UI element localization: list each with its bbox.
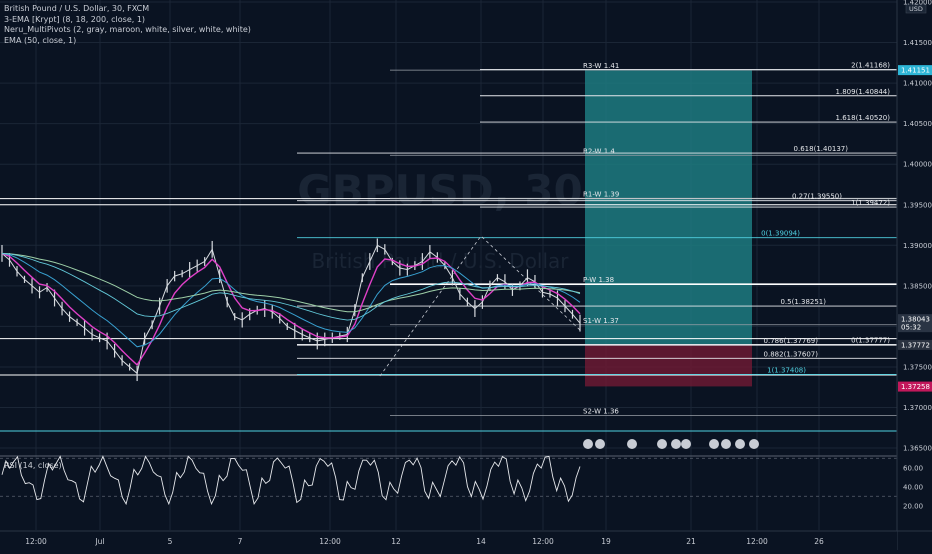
time-tick: 5 — [168, 537, 173, 546]
fib-label: 0(1.37777) — [851, 336, 890, 344]
fib-label: 2(1.41168) — [851, 61, 890, 69]
rsi-title: RSI (14, close) — [4, 461, 62, 470]
price-tick: 1.40500 — [903, 120, 932, 128]
time-tick: 12:00 — [746, 537, 768, 546]
price-tick: 1.37500 — [903, 363, 932, 371]
price-tick: 1.38500 — [903, 282, 932, 290]
rsi-tick: 60.00 — [903, 464, 923, 472]
pivot-label: R3-W 1.41 — [583, 62, 619, 70]
rsi-line — [1, 455, 581, 506]
event-icon — [657, 439, 667, 449]
event-icon — [681, 439, 691, 449]
fib-label: 0.618(1.40137) — [794, 145, 849, 153]
fib-label: 0.27(1.39550) — [792, 193, 842, 201]
time-tick: 19 — [601, 537, 611, 546]
event-icon — [721, 439, 731, 449]
take-profit-zone — [585, 70, 752, 346]
price-tag-red — [898, 381, 932, 392]
time-tick: 12:00 — [319, 537, 341, 546]
pivot-label: P-W 1.38 — [583, 276, 614, 284]
price-tag-current-text: 1.38043 — [901, 316, 930, 324]
price-tick: 1.40000 — [903, 161, 932, 169]
price-tag-current — [898, 314, 932, 333]
price-tick: 1.39500 — [903, 201, 932, 209]
time-tick: 26 — [814, 537, 824, 546]
time-tick: 7 — [238, 537, 243, 546]
time-tick: 12 — [391, 537, 401, 546]
time-tick: 21 — [686, 537, 696, 546]
event-icon — [671, 439, 681, 449]
price-tag-red-text: 1.37258 — [901, 383, 930, 391]
fib-label: 1.618(1.40520) — [836, 114, 891, 122]
pivot-label: S1-W 1.37 — [583, 317, 619, 325]
price-tag-top-text: 1.41151 — [901, 67, 930, 75]
price-tick: 1.42000 — [903, 0, 932, 7]
price-tag-current-time: 05:32 — [901, 324, 921, 332]
ema50-line — [1, 252, 581, 321]
price-tag-mid — [898, 339, 932, 350]
price-tick: 1.36500 — [903, 445, 932, 453]
event-icon — [583, 439, 593, 449]
stop-loss-zone — [585, 345, 752, 387]
rsi-tick: 20.00 — [903, 502, 923, 510]
price-tag-mid-text: 1.37772 — [901, 341, 930, 349]
price-tick: 1.41500 — [903, 39, 932, 47]
pivot-label: S2-W 1.36 — [583, 408, 619, 416]
time-tick: Jul — [94, 537, 104, 546]
time-axis-bg — [0, 531, 897, 550]
fib-label: 0(1.39094) — [761, 230, 800, 238]
ema-slow-line — [1, 252, 581, 313]
pivot-label: R2-W 1.4 — [583, 147, 615, 155]
rsi-tick: 40.00 — [903, 483, 923, 491]
ema-fast-line — [1, 252, 581, 366]
time-tick: 12:00 — [25, 537, 47, 546]
price-tag-top — [898, 65, 932, 76]
price-unit: USD — [909, 5, 923, 13]
fib-label: 1(1.39472) — [851, 199, 890, 207]
price-tick: 1.39000 — [903, 242, 932, 250]
unit-box — [905, 3, 927, 14]
event-icon — [735, 439, 745, 449]
event-icon — [627, 439, 637, 449]
event-icon — [595, 439, 605, 449]
fib-label: 0.786(1.37769) — [764, 337, 819, 345]
price-tick: 1.41000 — [903, 80, 932, 88]
price-axis-bg — [897, 0, 932, 530]
time-tick: 14 — [476, 537, 486, 546]
fib-label: 1.809(1.40844) — [836, 88, 891, 96]
fib-label: 1(1.37408) — [767, 366, 806, 374]
fib-label: 0.882(1.37607) — [764, 350, 819, 358]
pivot-label: R1-W 1.39 — [583, 190, 619, 198]
watermark-symbol: GBPUSD, 30 — [297, 166, 583, 215]
event-icon — [749, 439, 759, 449]
price-tick: 1.37000 — [903, 404, 932, 412]
fib-label: 0.5(1.38251) — [780, 298, 826, 306]
event-icon — [709, 439, 719, 449]
time-tick: 12:00 — [532, 537, 554, 546]
